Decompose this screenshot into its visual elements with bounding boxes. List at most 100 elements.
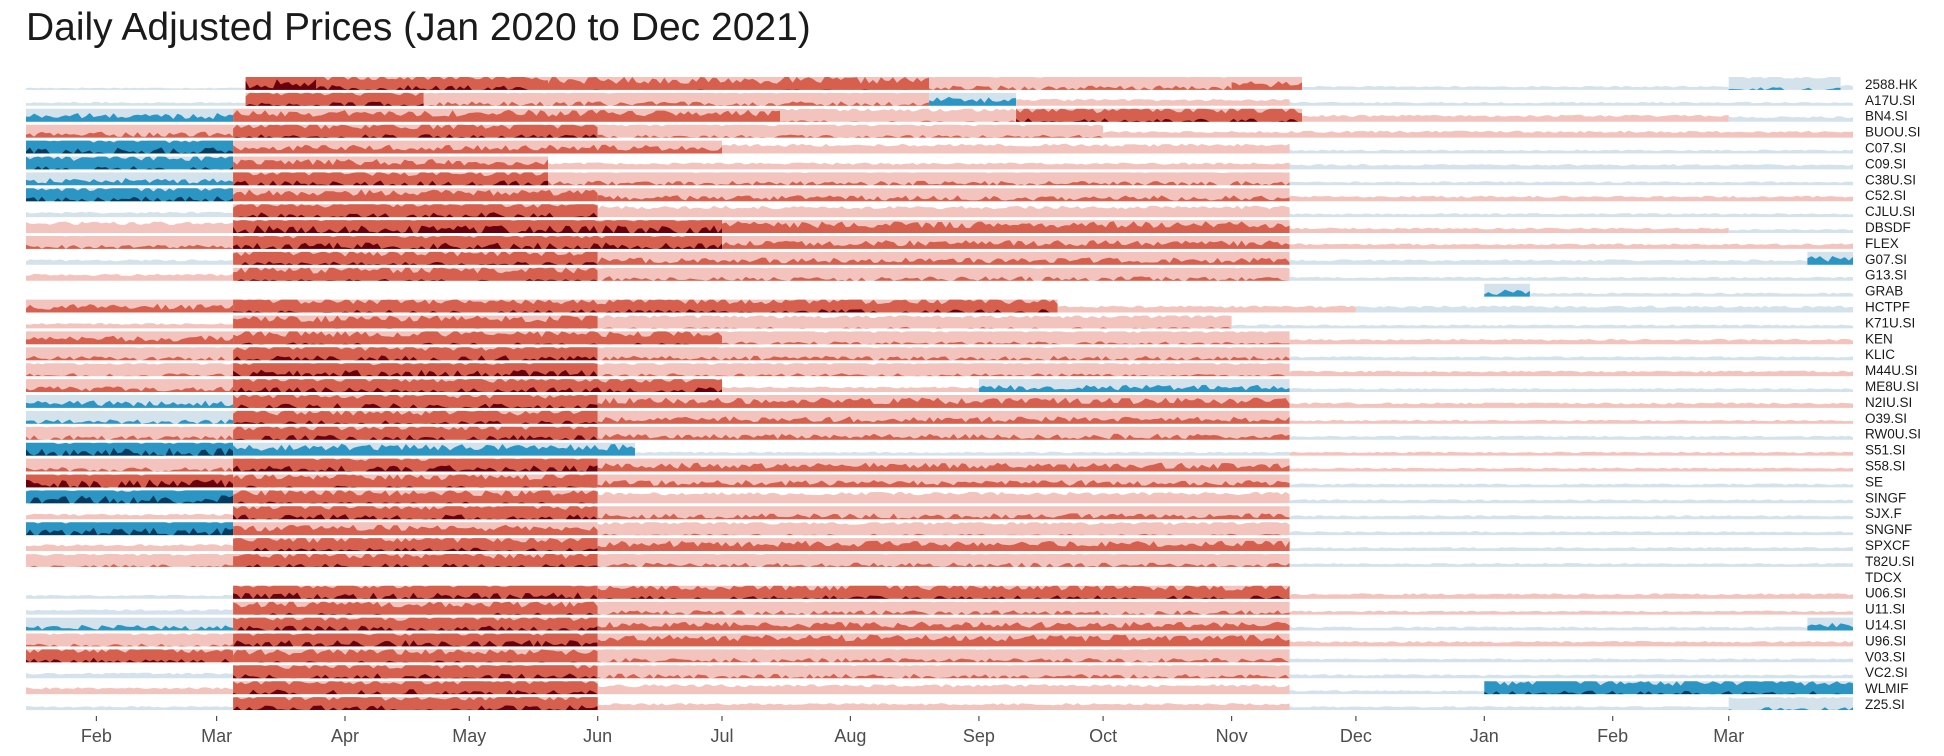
horizon-band [233,387,722,392]
horizon-band [1484,289,1530,297]
horizon-band [233,538,598,551]
horizon-band [597,373,1290,377]
row-label: V03.SI [1865,649,1906,664]
horizon-band [26,335,234,345]
horizon-band [26,259,234,265]
row-label: U11.SI [1865,602,1905,617]
horizon-band [597,540,1290,551]
horizon-band [26,87,246,90]
horizon-band [233,236,722,249]
horizon-band [26,373,234,377]
horizon-band [597,595,1290,599]
row-label: 2588.HK [1865,77,1918,92]
horizon-band [1289,101,1853,106]
horizon-band [1289,515,1853,520]
series-row [26,92,1853,106]
horizon-band [233,501,598,504]
horizon-band [1289,338,1853,345]
horizon-band [929,85,1232,90]
row-label: SJX.F [1865,506,1902,521]
row-labels: 2588.HKA17U.SIBN4.SIBUOU.SIC07.SIC09.SIC… [1865,77,1921,712]
horizon-band [233,434,598,440]
horizon-band [722,341,1290,345]
series-row [26,665,1853,679]
horizon-band [26,244,234,249]
horizon-band [1289,626,1808,631]
horizon-band [233,109,781,122]
x-tick-label: Mar [1713,726,1744,746]
series-row [26,490,1853,504]
horizon-band [26,435,234,440]
series-row [26,522,1853,536]
series-row [26,442,1853,456]
horizon-band [1289,419,1853,424]
series-row [26,649,1853,663]
row-label: KLIC [1865,347,1895,362]
horizon-band [26,379,234,392]
x-tick-label: Oct [1089,726,1117,746]
row-label: C38U.SI [1865,172,1916,187]
horizon-band [26,196,234,202]
horizon-band [26,221,234,233]
horizon-band [1289,213,1853,218]
horizon-band [1289,451,1853,456]
horizon-band [233,134,598,138]
series-row [26,347,1853,361]
series-row [26,601,1853,615]
row-label: U14.SI [1865,618,1906,633]
horizon-band [233,554,598,567]
horizon-band [26,347,234,361]
horizon-band [1289,467,1853,472]
horizon-band [26,564,234,567]
horizon-band [26,356,234,361]
horizon-band [1103,130,1853,138]
series-row [26,681,1853,695]
horizon-band [233,124,598,138]
series-row [26,697,1853,710]
horizon-band [26,527,234,536]
row-label: Z25.SI [1865,697,1905,712]
horizon-band [233,640,598,647]
horizon-band [233,420,598,424]
horizon-band [597,134,1104,138]
horizon-band [1289,640,1853,647]
horizon-band [26,594,234,599]
series-row [26,236,1853,249]
horizon-band [26,323,234,329]
row-label: DBSDF [1865,220,1911,235]
horizon-band [26,131,234,138]
horizon-band [1289,531,1853,536]
horizon-band [597,491,1290,504]
series-row [26,156,1853,170]
horizon-band [26,400,234,408]
horizon-band [597,634,1290,647]
horizon-band [233,681,598,695]
row-label: C07.SI [1865,141,1906,156]
horizon-band [233,410,598,424]
horizon-band [233,159,548,170]
horizon-band [26,386,234,392]
horizon-band [1728,87,1841,90]
horizon-band [722,240,1290,249]
horizon-band [1807,256,1853,265]
horizon-band [233,315,598,329]
horizon-band [1728,707,1853,710]
horizon-band [1231,324,1853,329]
horizon-band [1016,108,1302,122]
horizon-band [929,96,1017,106]
horizon-band [1302,114,1729,122]
horizon-band [26,624,234,631]
row-label: SNGNF [1865,522,1912,537]
horizon-band [233,506,598,520]
horizon-band [233,309,1058,313]
horizon-band [233,617,598,631]
horizon-band [722,331,1290,345]
x-tick-label: Feb [81,726,112,746]
horizon-band [597,257,1290,265]
horizon-band [423,101,930,106]
horizon-band [233,443,635,456]
horizon-band [1289,243,1853,249]
horizon-band [233,379,722,392]
horizon-band [233,220,722,233]
